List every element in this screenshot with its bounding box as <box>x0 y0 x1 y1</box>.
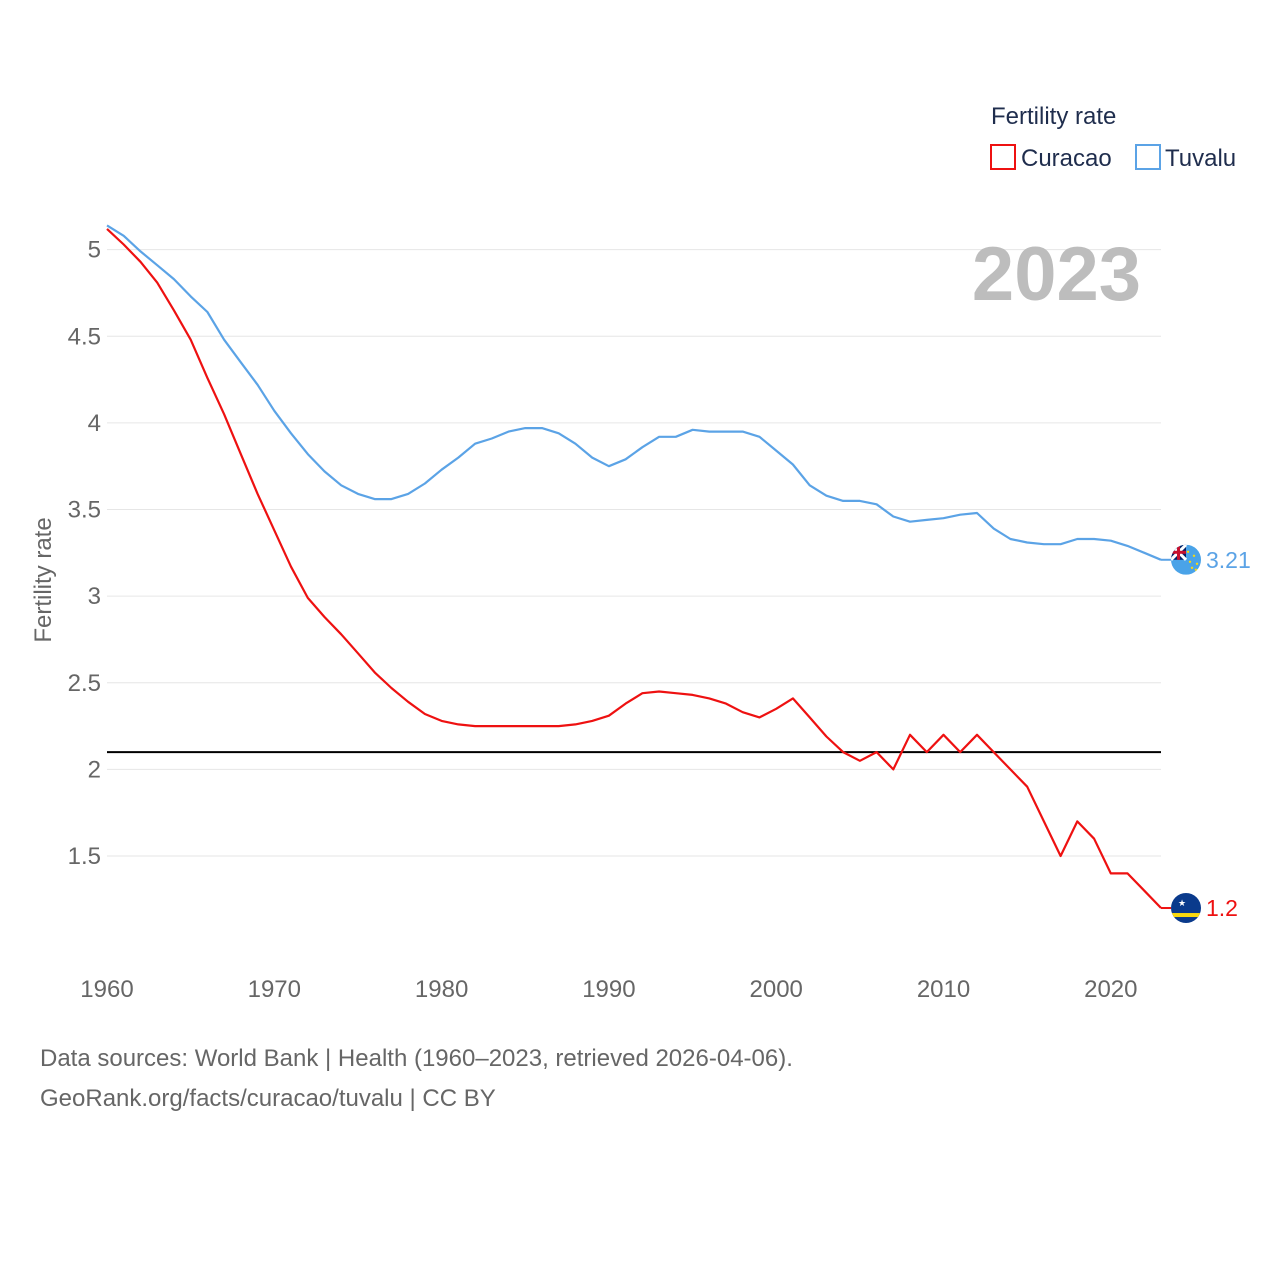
legend-label-tuvalu[interactable]: Tuvalu <box>1165 145 1236 172</box>
y-tick-label: 1.5 <box>68 843 101 870</box>
legend-swatch-tuvalu[interactable] <box>1135 144 1161 170</box>
y-tick-label: 4 <box>88 410 101 437</box>
y-tick-label: 2.5 <box>68 670 101 697</box>
series-line-tuvalu[interactable] <box>106 224 1162 561</box>
credit-line[interactable]: GeoRank.org/facts/curacao/tuvalu | CC BY <box>40 1085 496 1112</box>
y-tick-label: 5 <box>88 237 101 264</box>
x-axis-ticks: 1960 1970 1980 1990 2000 2010 2020 <box>80 976 1137 1003</box>
x-tick-label: 2000 <box>750 976 803 1003</box>
y-tick-label: 2 <box>88 756 101 783</box>
x-tick-label: 2020 <box>1084 976 1137 1003</box>
legend-label-curacao[interactable]: Curacao <box>1021 145 1112 172</box>
series-endpoints: ★ 1.2 3.21 <box>1161 544 1251 924</box>
svg-text:★: ★ <box>1178 899 1186 909</box>
x-tick-label: 1980 <box>415 976 468 1003</box>
legend-swatch-curacao[interactable] <box>990 144 1016 170</box>
y-tick-label: 3 <box>88 583 101 610</box>
source-line: Data sources: World Bank | Health (1960–… <box>40 1045 793 1072</box>
end-value-label-tuvalu: 3.21 <box>1206 547 1251 573</box>
x-tick-label: 2010 <box>917 976 970 1003</box>
end-value-label-curacao: 1.2 <box>1206 895 1238 921</box>
x-tick-label: 1960 <box>80 976 133 1003</box>
gridlines <box>107 249 1161 857</box>
series-line-curacao[interactable] <box>106 228 1162 909</box>
tuvalu-flag-icon <box>1171 544 1201 575</box>
y-axis-ticks: 1.5 2 2.5 3 3.5 4 4.5 5 <box>68 237 101 870</box>
curacao-flag-icon: ★ <box>1171 893 1201 924</box>
year-overlay: 2023 <box>972 232 1141 317</box>
y-tick-label: 3.5 <box>68 497 101 524</box>
x-tick-label: 1990 <box>582 976 635 1003</box>
series-lines <box>106 224 1162 909</box>
y-axis-title: Fertility rate <box>30 517 57 642</box>
y-tick-label: 4.5 <box>68 323 101 350</box>
x-tick-label: 1970 <box>248 976 301 1003</box>
legend-title: Fertility rate <box>991 103 1116 130</box>
legend: Fertility rate Curacao Tuvalu <box>990 103 1236 172</box>
